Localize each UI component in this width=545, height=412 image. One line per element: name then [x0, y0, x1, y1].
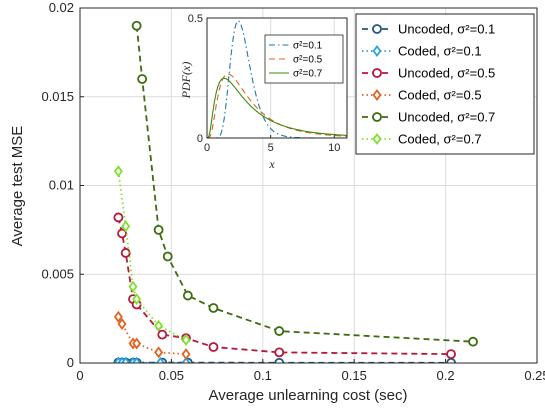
legend-swatch-marker — [372, 68, 382, 78]
data-point — [154, 319, 164, 332]
inset-plot-frame — [206, 17, 348, 139]
data-point — [121, 220, 131, 233]
inset-legend-item: σ²=0.5 — [269, 55, 323, 66]
data-point — [274, 347, 285, 358]
inset-legend-item: σ²=0.7 — [269, 69, 323, 80]
inset-legend-label: σ²=0.5 — [293, 55, 323, 66]
legend-label: Coded, σ²=0.7 — [398, 132, 482, 147]
legend-label: Uncoded, σ²=0.1 — [398, 22, 495, 37]
data-point — [121, 356, 131, 363]
series-5 — [113, 165, 191, 346]
data-point — [157, 329, 168, 340]
legend-item: Coded, σ²=0.5 — [362, 88, 482, 103]
data-point — [132, 293, 142, 306]
data-point — [153, 224, 164, 235]
legend: Uncoded, σ²=0.1 Coded, σ²=0.1 Uncoded, σ²=… — [355, 13, 535, 155]
inset-series — [207, 20, 347, 138]
data-point — [162, 251, 173, 262]
legend-label: Coded, σ²=0.1 — [398, 44, 482, 59]
legend-item: Coded, σ²=0.1 — [362, 44, 482, 59]
legend-item: Uncoded, σ²=0.5 — [362, 66, 495, 81]
data-point — [131, 20, 142, 31]
data-point — [113, 212, 124, 223]
data-point — [182, 290, 193, 301]
data-point — [132, 337, 142, 350]
legend-swatch-marker — [372, 45, 382, 57]
data-point — [128, 280, 138, 293]
inset-series-line-0 — [207, 20, 347, 138]
data-point — [181, 348, 191, 361]
series-3 — [113, 310, 191, 361]
data-point — [132, 356, 142, 363]
legend-swatch-marker — [372, 89, 382, 101]
y-tick-label: 0.02 — [49, 0, 74, 15]
y-tick-label: 0.005 — [41, 266, 74, 281]
inset-ticks: 0 5 10 0 0.5 — [188, 13, 341, 154]
inset-legend-item: σ²=0.1 — [269, 41, 323, 52]
series-4 — [131, 20, 478, 347]
x-tick-label: 0.2 — [437, 368, 455, 383]
inset-legend-box — [264, 34, 344, 84]
inset-legend-label: σ²=0.7 — [293, 69, 323, 80]
data-point — [155, 356, 165, 363]
legend-item: Uncoded, σ²=0.7 — [362, 110, 495, 125]
y-axis-label: Average test MSE — [9, 126, 26, 247]
inset-y-tick-label: 0.5 — [188, 13, 203, 25]
series-2 — [113, 212, 456, 360]
series-line — [117, 217, 452, 355]
inset-x-axis-label: x — [268, 157, 275, 171]
x-tick-label: 0.25 — [524, 368, 545, 383]
y-tick-label: 0.015 — [41, 89, 74, 104]
data-point — [113, 165, 123, 178]
data-point — [154, 346, 164, 359]
data-point — [181, 333, 191, 346]
inset-y-tick-label: 0 — [197, 133, 203, 145]
legend-label: Uncoded, σ²=0.7 — [398, 110, 495, 125]
y-tick-label: 0.01 — [49, 178, 74, 193]
legend-swatch-marker — [372, 24, 382, 34]
inset-legend-label: σ²=0.1 — [293, 41, 323, 52]
data-point — [117, 317, 127, 330]
series-line — [135, 25, 474, 343]
data-point — [137, 74, 148, 84]
x-tick-label: 0.1 — [254, 368, 272, 383]
x-tick-label: 0 — [76, 368, 83, 383]
inset-x-tick-label: 10 — [328, 142, 340, 154]
series-line — [117, 171, 187, 341]
inset-x-tick-label: 0 — [204, 142, 210, 154]
legend-swatch-marker — [372, 133, 382, 145]
legend-label: Coded, σ²=0.5 — [398, 88, 482, 103]
inset-legend: σ²=0.1 σ²=0.5 σ²=0.7 — [264, 34, 344, 84]
inset-chart: 0 5 10 0 0.5 x PDF(x) σ²=0.1 σ²=0.5 σ²=0.7 — [179, 13, 348, 171]
x-tick-label: 0.15 — [342, 368, 367, 383]
data-point — [117, 228, 127, 239]
legend-label: Uncoded, σ²=0.5 — [398, 66, 495, 81]
legend-item: Uncoded, σ²=0.1 — [362, 22, 495, 37]
data-point — [181, 356, 191, 363]
inset-x-tick-label: 5 — [268, 142, 274, 154]
data-point — [446, 349, 456, 360]
data-point — [468, 336, 478, 347]
main-ticks: 0 0.05 0.1 0.15 0.2 0.25 0 0.005 0.01 0.015 0.02 — [41, 0, 545, 383]
data-point — [208, 303, 219, 313]
x-axis-label: Average unlearning cost (sec) — [209, 387, 408, 404]
legend-item: Coded, σ²=0.7 — [362, 132, 482, 147]
y-tick-label: 0 — [67, 355, 74, 370]
inset-y-axis-label: PDF(x) — [179, 62, 193, 100]
data-point — [274, 326, 285, 336]
x-tick-label: 0.05 — [159, 368, 184, 383]
legend-box — [355, 13, 535, 155]
inset-series-line-2 — [207, 77, 347, 138]
data-point — [113, 310, 123, 323]
legend-swatch-marker — [372, 112, 382, 122]
data-point — [208, 342, 219, 352]
